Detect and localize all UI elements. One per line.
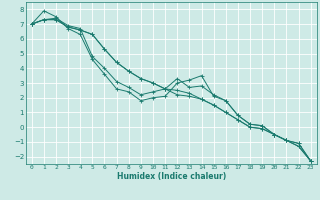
X-axis label: Humidex (Indice chaleur): Humidex (Indice chaleur): [116, 172, 226, 181]
